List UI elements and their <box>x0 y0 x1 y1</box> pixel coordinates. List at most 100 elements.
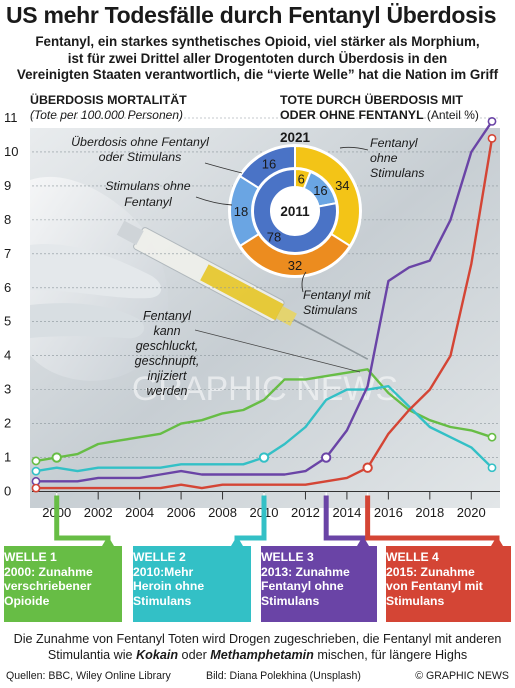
callout-stimulans: Stimulans ohne <box>105 179 191 193</box>
caption-pointer <box>194 329 361 373</box>
glove-finger <box>30 244 162 299</box>
y-tick-label: 9 <box>4 178 11 193</box>
callout-fentanyl-stim: Fentanyl mit <box>303 288 371 302</box>
wave-2-box: WELLE 2 2010:Mehr Heroin ohne Stimulans <box>133 550 251 608</box>
copyright: © GRAPHIC NEWS <box>415 670 509 682</box>
y-tick-label: 11 <box>4 110 18 125</box>
x-tick-label: 2020 <box>457 505 486 520</box>
inner-ring-value: 6 <box>298 172 305 187</box>
donut-year-inner: 2011 <box>280 204 310 219</box>
y-tick-label: 2 <box>4 416 11 431</box>
callout-no-fentanyl: oder Stimulans <box>99 150 182 164</box>
inner-ring-value: 16 <box>313 183 327 198</box>
x-tick-label: 2008 <box>208 505 237 520</box>
subtitle-line: Fentanyl, ein starkes synthetisches Opio… <box>35 34 480 49</box>
donut-callouts: Überdosis ohne Fentanyl oder Stimulans S… <box>71 135 424 317</box>
caption-line: werden <box>147 384 188 398</box>
wave-2-line: Heroin ohne <box>133 579 205 593</box>
subtitle-line: ist für zwei Drittel aller Drogentoten d… <box>67 50 448 66</box>
y-tick-label: 6 <box>4 280 11 295</box>
photo-caption: Fentanyl kann geschluckt, geschnupft, in… <box>135 309 200 398</box>
callout-fentanyl: Fentanyl <box>370 136 419 150</box>
series-end-point <box>487 463 497 473</box>
right-panel-title-line2: ODER OHNE FENTANYL <box>280 108 424 122</box>
x-tick-label: 2016 <box>374 505 403 520</box>
y-tick-label: 7 <box>4 246 11 261</box>
wave-start-marker <box>362 462 373 473</box>
y-tick-label: 10 <box>4 144 18 159</box>
wave-connectors <box>4 492 511 622</box>
sources-left: Quellen: BBC, Wiley Online Library <box>6 670 171 682</box>
inner-ring-value: 78 <box>267 229 281 244</box>
y-axis-ticks: 0 1 2 3 4 5 6 7 8 9 10 11 <box>4 110 18 499</box>
wave-1-line: Opioide <box>4 593 50 608</box>
outer-ring-value: 16 <box>262 157 276 172</box>
footnote: Die Zunahme von Fentanyl Toten wird Drog… <box>6 631 509 663</box>
left-panel-heading: ÜBERDOSIS MORTALITÄT (Tote per 100.000 P… <box>30 93 187 123</box>
wave-4-box: WELLE 4 2015: Zunahme von Fentanyl mit S… <box>386 550 511 608</box>
outer-ring-value: 32 <box>288 258 302 273</box>
y-tick-label: 8 <box>4 212 11 227</box>
callout-arrows <box>195 146 369 293</box>
wave-3-box: WELLE 3 2013: Zunahme Fentanyl ohne Stim… <box>261 550 377 608</box>
wave-2-line: Stimulans <box>133 593 192 608</box>
wave-4-head: WELLE 4 <box>386 550 439 564</box>
footnote-text: Die Zunahme von Fentanyl Toten wird Drog… <box>13 632 502 662</box>
caption-line: geschnupft, <box>135 354 200 368</box>
wave-1-box: WELLE 1 2000: Zunahme verschriebener Opi… <box>4 550 122 608</box>
wave-box-bg <box>386 546 511 622</box>
callout-fentanyl: ohne <box>370 151 398 165</box>
series-start-point <box>31 483 41 493</box>
series-end-point <box>487 133 497 143</box>
syringe-hub <box>276 306 297 326</box>
x-tick-label: 2004 <box>125 505 154 520</box>
caption-line: Fentanyl <box>143 309 192 323</box>
wave-4-line: 2015: Zunahme <box>386 564 475 579</box>
x-tick-label: 2002 <box>84 505 113 520</box>
syringe-needle <box>293 319 369 360</box>
footnote-drug: Methamphetamin <box>210 648 314 662</box>
caption-line: geschluckt, <box>136 339 199 353</box>
wave-3-line: Stimulans <box>261 593 320 608</box>
donut-chart: 34 32 18 16 6 16 78 2011 2021 <box>228 130 362 278</box>
wave-box-bg <box>4 546 122 622</box>
wave-1-line: verschriebener <box>4 579 92 593</box>
left-panel-note: (Tote per 100.000 Personen) <box>30 108 183 122</box>
right-panel-title: TOTE DURCH ÜBERDOSIS MIT <box>280 93 463 107</box>
y-tick-label: 0 <box>4 484 11 499</box>
wave-3-line: 2013: Zunahme <box>261 564 350 579</box>
glove-finger <box>30 303 145 339</box>
series-start-point <box>31 466 41 476</box>
y-tick-label: 4 <box>4 348 11 363</box>
x-tick-label: 2018 <box>415 505 444 520</box>
footnote-drug: Kokain <box>136 648 179 662</box>
wave-start-marker <box>51 452 62 463</box>
callout-stimulans: Fentanyl <box>124 195 173 209</box>
wave-1-line: 2000: Zunahme <box>4 564 93 579</box>
callout-fentanyl-stim: Stimulans <box>303 303 357 317</box>
x-tick-label: 2006 <box>167 505 196 520</box>
wave-1-head: WELLE 1 <box>4 550 57 564</box>
image-credit: Bild: Diana Polekhina (Unsplash) <box>206 670 361 682</box>
wave-2-line: 2010:Mehr <box>133 564 194 579</box>
outer-ring-value: 18 <box>234 204 248 219</box>
x-tick-label: 2014 <box>332 505 361 520</box>
wave-4-line: von Fentanyl mit <box>386 579 483 593</box>
subtitle: Fentanyl, ein starkes synthetisches Opio… <box>4 34 511 84</box>
callout-fentanyl: Stimulans <box>370 166 424 180</box>
page-title: US mehr Todesfälle durch Fentanyl Überdo… <box>6 2 497 28</box>
wave-arrow <box>491 536 503 546</box>
left-panel-title: ÜBERDOSIS MORTALITÄT <box>30 93 187 107</box>
wave-arrow <box>357 536 369 546</box>
y-tick-label: 5 <box>4 314 11 329</box>
caption-line: injiziert <box>148 369 187 383</box>
donut-year-outer: 2021 <box>280 130 311 145</box>
wave-3-head: WELLE 3 <box>261 550 314 564</box>
wave-4-line: Stimulans <box>386 593 445 608</box>
caption-line: kann <box>153 324 180 338</box>
footnote-text: oder <box>178 648 211 662</box>
syringe-photo <box>30 176 369 381</box>
series-end-point <box>487 432 497 442</box>
right-panel-title: ODER OHNE FENTANYL (Anteil %) <box>280 108 479 123</box>
